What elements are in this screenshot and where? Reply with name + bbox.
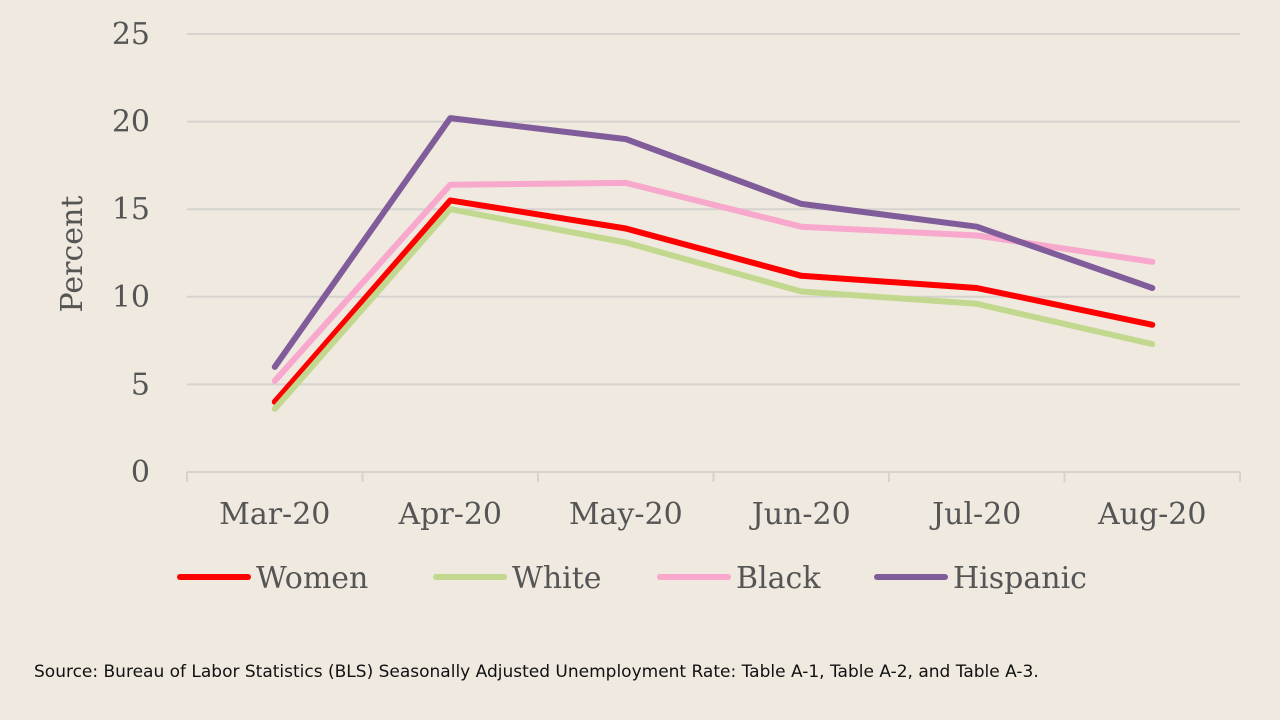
- series-line-hispanic: [271, 115, 1156, 370]
- y-tick-labels: 0 5 10 15 20 25: [112, 17, 150, 490]
- legend-label-women: Women: [256, 561, 368, 596]
- x-tick-label: Jun-20: [749, 497, 851, 532]
- x-tick-labels: Mar-20 Apr-20 May-20 Jun-20 Jul-20 Aug-20: [219, 497, 1206, 532]
- y-tick-label: 0: [131, 455, 150, 490]
- series-lines: [271, 115, 1156, 412]
- x-tick-label: Apr-20: [397, 497, 502, 532]
- x-tick-label: Mar-20: [219, 497, 330, 532]
- legend-label-hispanic: Hispanic: [953, 561, 1087, 596]
- legend-label-black: Black: [736, 561, 821, 596]
- series-line-white: [271, 206, 1156, 412]
- x-tick-label: May-20: [569, 497, 683, 532]
- source-note: Source: Bureau of Labor Statistics (BLS)…: [34, 662, 1039, 682]
- y-tick-label: 15: [112, 192, 150, 227]
- legend: Women White Black Hispanic: [177, 561, 1087, 596]
- series-line-black: [271, 179, 1156, 384]
- y-axis-label: Percent: [55, 196, 90, 313]
- x-axis: [186, 471, 1241, 482]
- x-tick-label: Jul-20: [929, 497, 1021, 532]
- y-tick-label: 20: [112, 105, 150, 140]
- x-tick-label: Aug-20: [1097, 497, 1207, 532]
- series-line-women: [271, 197, 1156, 405]
- y-tick-label: 25: [112, 17, 150, 52]
- y-tick-label: 10: [112, 280, 150, 315]
- y-tick-label: 5: [131, 367, 150, 402]
- legend-label-white: White: [512, 561, 602, 596]
